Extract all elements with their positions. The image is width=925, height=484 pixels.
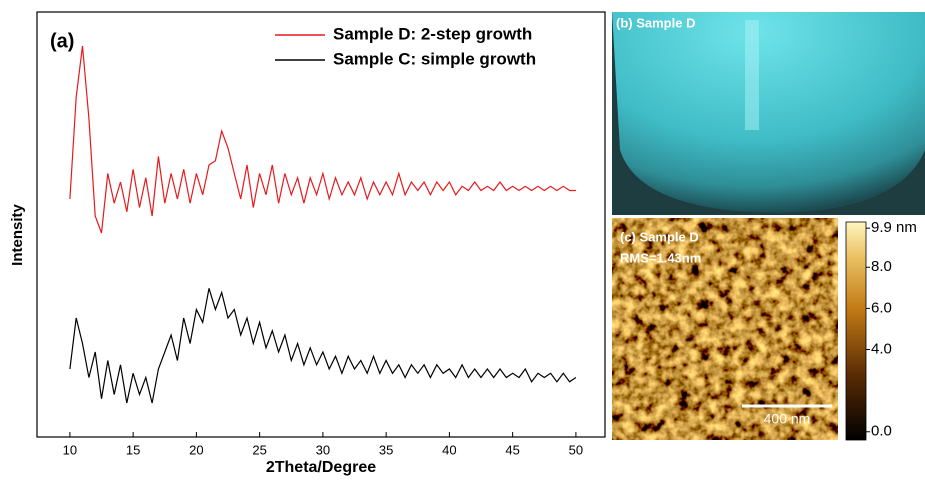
x-axis-label: 2Theta/Degree — [266, 459, 376, 476]
data-line — [69, 45, 576, 234]
afm-image: (c) Sample D RMS=1.43nm 400 nm — [612, 218, 838, 440]
colorbar-tick-label: 4.0 — [871, 340, 892, 357]
x-tick-label: 15 — [126, 442, 140, 457]
colorbar — [845, 221, 867, 441]
x-tick-label: 50 — [569, 442, 583, 457]
x-tick-label: 25 — [252, 442, 266, 457]
panel-label: (a) — [50, 30, 74, 52]
scale-bar-label: 400 nm — [764, 411, 811, 427]
y-axis-label: Intensity — [9, 204, 26, 266]
legend-label: Sample D: 2-step growth — [333, 24, 532, 43]
x-tick-label: 20 — [189, 442, 203, 457]
x-tick-label: 10 — [63, 442, 77, 457]
x-tick-label: 30 — [316, 442, 330, 457]
x-tick-label: 40 — [442, 442, 456, 457]
colorbar-ticks: 9.9 nm 8.0 6.0 4.0 0.0 — [866, 219, 917, 440]
legend-label: Sample C: simple growth — [333, 49, 536, 68]
colorbar-tick-label: 9.9 nm — [871, 219, 917, 236]
x-tick-label: 45 — [505, 442, 519, 457]
colorbar-tick-label: 6.0 — [871, 299, 892, 316]
data-line — [69, 288, 577, 404]
plot-area: 10 15 20 25 30 35 40 45 50 Sample D: 2-step growt… — [63, 24, 583, 457]
panel-label: (c) Sample D — [620, 229, 699, 244]
rms-label: RMS=1.43nm — [620, 250, 701, 265]
colorbar-tick-label: 0.0 — [871, 423, 892, 440]
plot-frame — [36, 11, 606, 438]
panel-label: (b) Sample D — [616, 15, 695, 30]
rheed-image: (b) Sample D — [612, 12, 925, 215]
colorbar-tick-label: 8.0 — [871, 258, 892, 275]
x-tick-label: 35 — [379, 442, 393, 457]
